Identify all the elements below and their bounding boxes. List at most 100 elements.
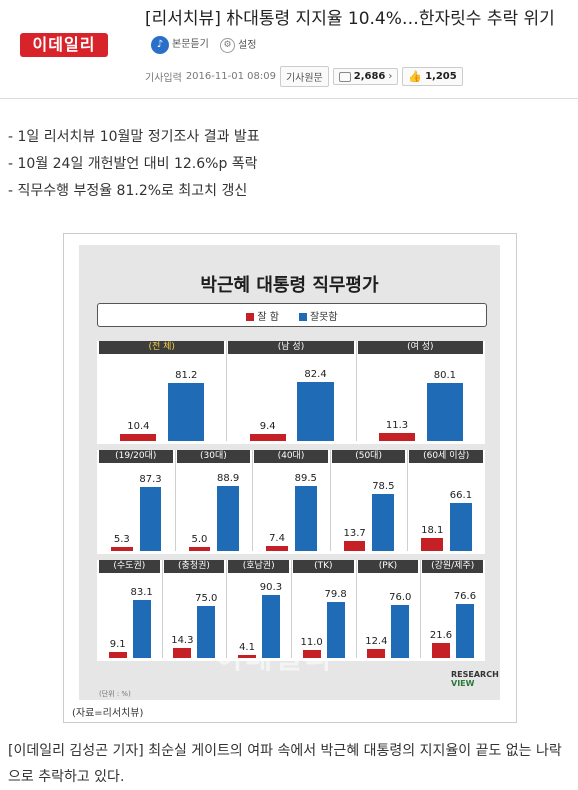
bar-positive — [378, 432, 416, 441]
data-label-positive: 4.1 — [239, 642, 255, 654]
chart-column-divider — [329, 450, 331, 551]
legend-swatch-blue — [298, 312, 307, 321]
chart-category-label: (전 체) — [99, 341, 225, 354]
thumbs-up-icon: 👍 — [408, 70, 423, 83]
chart-title: 박근혜 대통령 직무평가 — [200, 275, 379, 296]
data-label-negative: 79.8 — [324, 589, 347, 601]
legend-label: 잘 함 — [257, 311, 279, 323]
image-source: (자료=리서치뷰) — [72, 708, 144, 719]
chart-column-divider — [174, 450, 176, 551]
bar-positive — [421, 537, 444, 551]
data-label-positive: 12.4 — [365, 636, 388, 648]
settings-button[interactable]: ⚙ 설정 — [220, 33, 256, 59]
bar-positive — [249, 434, 286, 441]
chart-column-divider — [252, 450, 254, 551]
bar-negative — [197, 605, 216, 658]
data-label-positive: 9.4 — [259, 421, 276, 433]
chart-category-label: (여 성) — [357, 341, 483, 354]
data-label-positive: 7.4 — [269, 532, 285, 544]
chart-row-panel — [97, 341, 485, 444]
bar-positive — [173, 647, 192, 658]
chart-category-label: (50대) — [331, 450, 406, 463]
speaker-icon: ♪ — [151, 36, 169, 54]
chart-column-divider — [226, 341, 228, 441]
bar-positive — [120, 433, 157, 441]
bar-negative — [450, 502, 472, 551]
data-label-positive: 10.4 — [127, 420, 150, 432]
data-label-negative: 78.5 — [372, 480, 395, 492]
bar-positive — [108, 651, 127, 658]
bar-negative — [297, 381, 334, 441]
data-label-positive: 5.3 — [113, 534, 130, 546]
chart-column-divider — [161, 560, 163, 658]
data-label-positive: 9.1 — [109, 638, 126, 650]
summary-bullet: - 1일 리서치뷰 10월말 정기조사 결과 발표 — [8, 129, 260, 145]
data-label-negative: 80.1 — [433, 370, 457, 382]
brand-line-1: RESEARCH — [451, 670, 499, 679]
bar-positive — [431, 642, 451, 658]
chart-category-label: (수도권) — [99, 560, 160, 573]
legend-item-positive: 잘 함 — [246, 308, 279, 323]
data-label-negative: 82.4 — [304, 368, 327, 380]
chart-category-label: (60세 이상) — [409, 450, 483, 463]
data-label-negative: 81.2 — [175, 369, 198, 381]
chart-category-label: (충청권) — [163, 560, 225, 573]
data-label-positive: 13.7 — [343, 527, 366, 539]
publish-date: 2016-11-01 08:09 — [185, 71, 276, 82]
brand-line-2: VIEW — [451, 679, 475, 688]
chart-column-divider — [355, 560, 357, 658]
data-label-positive: 11.0 — [300, 637, 323, 649]
bar-negative — [132, 599, 151, 658]
comment-count: 2,686 — [353, 71, 386, 82]
settings-label: 설정 — [238, 39, 257, 51]
chart-category-label: (30대) — [176, 450, 251, 463]
bar-positive — [343, 540, 366, 551]
original-article-button[interactable]: 기사원문 — [279, 66, 329, 87]
bar-negative — [455, 604, 474, 658]
gear-icon: ⚙ — [220, 38, 235, 53]
like-count: 1,205 — [425, 71, 457, 82]
summary-bullet: - 직무수행 부정율 81.2%로 최고치 갱신 — [8, 183, 248, 199]
bar-negative — [326, 602, 345, 658]
bar-positive — [302, 650, 321, 658]
chart-infographic: 박근혜 대통령 직무평가 잘 함 잘못함 (단위 : %) RESEARCH V… — [79, 245, 500, 700]
unit-label: (단위 : %) — [99, 690, 131, 698]
header-divider — [0, 98, 578, 99]
bar-negative — [217, 486, 239, 551]
comment-button[interactable]: 2,686 › — [332, 68, 399, 85]
bar-positive — [110, 547, 133, 551]
data-label-negative: 90.3 — [259, 581, 283, 593]
chart-legend: 잘 함 잘못함 — [97, 303, 487, 327]
headline-text: [리서치뷰] 朴대통령 지지율 10.4%…한자릿수 추락 위기 — [145, 9, 555, 29]
legend-swatch-red — [246, 312, 255, 321]
chart-category-label: (40대) — [254, 450, 328, 463]
data-label-negative: 87.3 — [139, 474, 162, 486]
chart-category-label: (강원/제주) — [422, 560, 483, 573]
data-label-negative: 76.0 — [389, 591, 412, 603]
bar-positive — [266, 545, 288, 551]
article-body: [이데일리 김성곤 기자] 최순실 게이트의 여파 속에서 박근혜 대통령의 지… — [8, 743, 562, 785]
chart-column-divider — [226, 560, 228, 658]
site-logo[interactable]: 이데일리 — [20, 33, 108, 57]
chart-category-label: (남 성) — [228, 341, 354, 354]
like-button[interactable]: 👍 1,205 — [402, 67, 463, 86]
listen-button[interactable]: ♪ 본문듣기 — [151, 32, 209, 58]
article-figure: 박근혜 대통령 직무평가 잘 함 잘못함 (단위 : %) RESEARCH V… — [63, 233, 517, 723]
bar-negative — [391, 604, 410, 658]
chart-category-label: (TK) — [293, 560, 354, 573]
data-label-negative: 66.1 — [449, 489, 473, 501]
date-label: 기사입력 — [145, 73, 182, 84]
bar-negative — [294, 485, 317, 551]
summary-bullet: - 10월 24일 개헌발언 대비 12.6%p 폭락 — [8, 156, 258, 172]
data-label-negative: 89.5 — [294, 472, 317, 484]
data-label-negative: 75.0 — [195, 592, 218, 604]
original-article-label: 기사원문 — [285, 73, 323, 84]
chart-category-label: (PK) — [357, 560, 419, 573]
summary-bullets: - 1일 리서치뷰 10월말 정기조사 결과 발표 - 10월 24일 개헌발언… — [8, 124, 260, 205]
chevron-right-icon: › — [388, 71, 393, 82]
chart-column-divider — [407, 450, 409, 551]
data-label-negative: 88.9 — [216, 473, 240, 485]
bar-negative — [139, 487, 162, 551]
bar-negative — [261, 594, 280, 658]
legend-label: 잘못함 — [309, 311, 338, 323]
